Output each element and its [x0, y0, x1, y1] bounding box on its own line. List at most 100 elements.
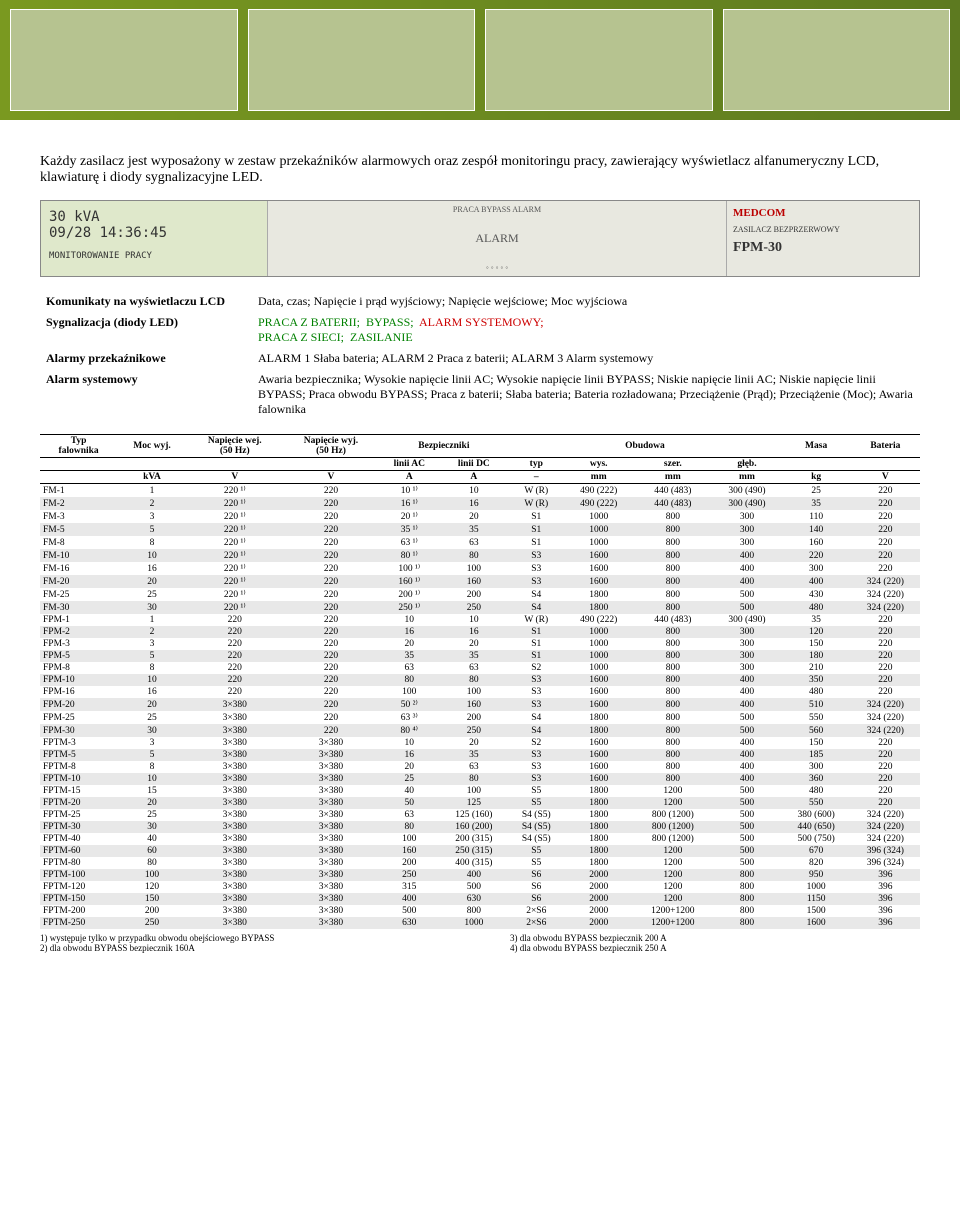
- cell: 63: [439, 662, 508, 674]
- cell: FM-20: [40, 575, 117, 588]
- cell: 400: [712, 761, 781, 773]
- cell: 400: [712, 773, 781, 785]
- cell: 20 ¹⁾: [379, 510, 439, 523]
- cell: 10 ¹⁾: [379, 484, 439, 498]
- cell: 324 (220): [851, 833, 920, 845]
- cell: 3×380: [283, 761, 380, 773]
- cell: 300 (490): [712, 614, 781, 626]
- col-header: linii DC: [439, 458, 508, 471]
- cell: 200: [439, 588, 508, 601]
- cell: 1800: [564, 601, 633, 614]
- cell: 1600: [564, 749, 633, 761]
- cell: 220: [851, 638, 920, 650]
- cell: 3×380: [187, 845, 283, 857]
- panel-mid: PRACA BYPASS ALARM ALARM ◦ ◦ ◦ ◦ ◦: [267, 201, 727, 276]
- cell: 500: [712, 588, 781, 601]
- cell: 150: [117, 893, 187, 905]
- cell: 800 (1200): [633, 821, 712, 833]
- cell: 800: [633, 674, 712, 686]
- table-row: FM-88220 ¹⁾22063 ¹⁾63S11000800300160220: [40, 536, 920, 549]
- cell: 300: [712, 662, 781, 674]
- info-label: Alarm systemowy: [40, 369, 252, 420]
- cell: 500: [712, 711, 781, 724]
- cell: 800: [633, 601, 712, 614]
- cell: FM-30: [40, 601, 117, 614]
- cell: 800: [633, 773, 712, 785]
- cell: 490 (222): [564, 484, 633, 498]
- table-row: FM-11220 ¹⁾22010 ¹⁾10W (R)490 (222)440 (…: [40, 484, 920, 498]
- cell: 800: [633, 686, 712, 698]
- cell: FM-3: [40, 510, 117, 523]
- cell: 1200: [633, 797, 712, 809]
- cell: 440 (483): [633, 484, 712, 498]
- cell: 480: [782, 785, 851, 797]
- cell: 10: [439, 484, 508, 498]
- cell: FPTM-120: [40, 881, 117, 893]
- cell: 60: [117, 845, 187, 857]
- col-header: mm: [564, 471, 633, 484]
- table-row: FPM-332202202020S11000800300150220: [40, 638, 920, 650]
- cell: 1800: [564, 711, 633, 724]
- cell: 220: [782, 549, 851, 562]
- cell: 800: [712, 905, 781, 917]
- cell: 25: [379, 773, 439, 785]
- info-label: Alarmy przekaźnikowe: [40, 348, 252, 369]
- cell: 220: [283, 536, 380, 549]
- cell: 3×380: [187, 761, 283, 773]
- cell: 10: [439, 614, 508, 626]
- cell: 300: [712, 626, 781, 638]
- footnote: 4) dla obwodu BYPASS bezpiecznik 250 A: [510, 943, 920, 953]
- cell: 490 (222): [564, 614, 633, 626]
- cell: S3: [508, 575, 564, 588]
- cell: 315: [379, 881, 439, 893]
- spec-table: TypfalownikaMoc wyj.Napięcie wej.(50 Hz)…: [40, 434, 920, 929]
- cell: 2: [117, 497, 187, 510]
- cell: 800: [633, 588, 712, 601]
- cell: 220 ¹⁾: [187, 497, 283, 510]
- cell: S4 (S5): [508, 833, 564, 845]
- cell: 800: [633, 724, 712, 737]
- hero-image: [10, 9, 238, 111]
- cell: 160: [782, 536, 851, 549]
- table-row: FPTM-30303×3803×38080160 (200)S4 (S5)180…: [40, 821, 920, 833]
- table-row: FPTM-80803×3803×380200400 (315)S51800120…: [40, 857, 920, 869]
- cell: 200: [117, 905, 187, 917]
- cell: 500: [712, 833, 781, 845]
- cell: 800: [633, 650, 712, 662]
- cell: 5: [117, 650, 187, 662]
- cell: 400: [712, 698, 781, 711]
- info-text: Awaria bezpiecznika; Wysokie napięcie li…: [252, 369, 920, 420]
- cell: 3×380: [283, 905, 380, 917]
- table-row: FPM-1616220220100100S31600800400480220: [40, 686, 920, 698]
- cell: S2: [508, 737, 564, 749]
- cell: 300: [712, 638, 781, 650]
- cell: 220 ¹⁾: [187, 523, 283, 536]
- cell: 3×380: [283, 785, 380, 797]
- cell: 25: [117, 588, 187, 601]
- info-text: PRACA Z BATERII; BYPASS; ALARM SYSTEMOWY…: [252, 312, 920, 348]
- cell: S1: [508, 523, 564, 536]
- cell: 220 ¹⁾: [187, 549, 283, 562]
- cell: 3: [117, 510, 187, 523]
- cell: 800 (1200): [633, 809, 712, 821]
- cell: 400: [782, 575, 851, 588]
- cell: 300: [712, 536, 781, 549]
- cell: 300: [782, 562, 851, 575]
- cell: FPTM-100: [40, 869, 117, 881]
- col-header: Napięcie wej.(50 Hz): [187, 435, 283, 458]
- cell: 8: [117, 761, 187, 773]
- cell: 560: [782, 724, 851, 737]
- cell: 160: [439, 698, 508, 711]
- cell: 220 ¹⁾: [187, 588, 283, 601]
- cell: 3×380: [187, 773, 283, 785]
- cell: 120: [117, 881, 187, 893]
- panel-buttons: ◦ ◦ ◦ ◦ ◦: [272, 263, 722, 272]
- cell: 324 (220): [851, 575, 920, 588]
- cell: 25: [782, 484, 851, 498]
- table-row: FM-33220 ¹⁾22020 ¹⁾20S11000800300110220: [40, 510, 920, 523]
- cell: 220: [851, 797, 920, 809]
- table-row: FM-1616220 ¹⁾220100 ¹⁾100S31600800400300…: [40, 562, 920, 575]
- cell: 25: [117, 711, 187, 724]
- cell: 800: [633, 698, 712, 711]
- cell: 800: [712, 917, 781, 929]
